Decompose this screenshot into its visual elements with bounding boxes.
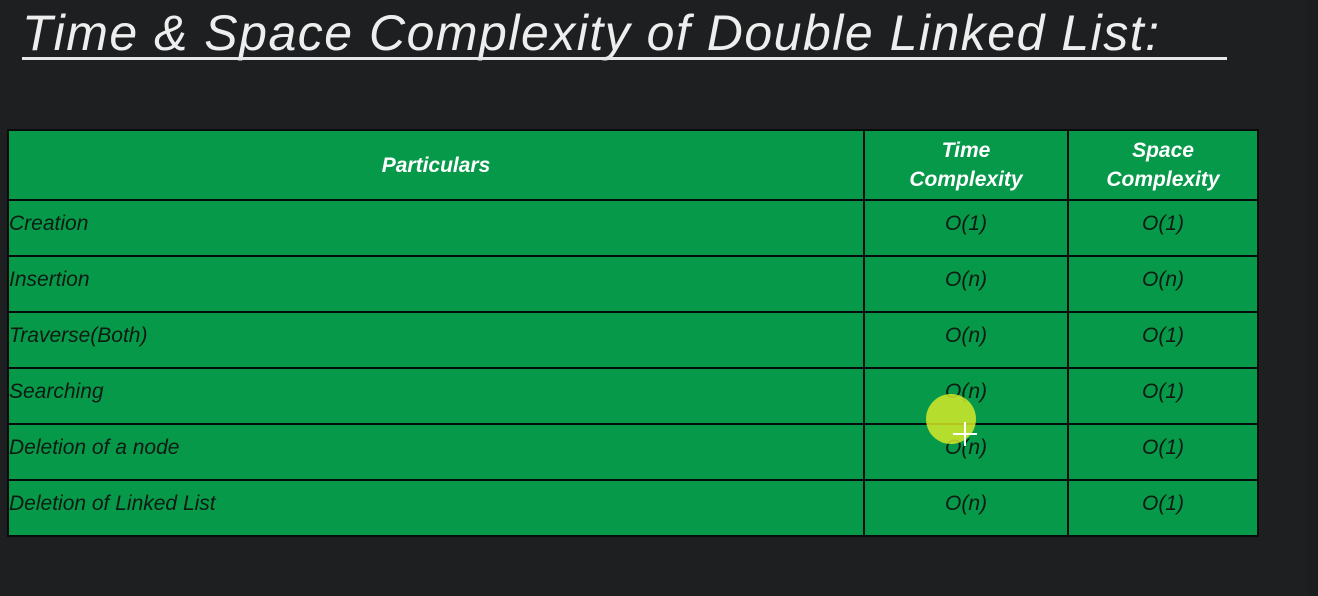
- complexity-table: Particulars Time Complexity Space Comple…: [7, 129, 1259, 537]
- table-row: Deletion of a node O(n) O(1): [7, 423, 1259, 481]
- time-complexity-cell: O(n): [863, 255, 1069, 313]
- column-header-space-complexity: Space Complexity: [1067, 129, 1259, 201]
- title-underline: [22, 57, 1227, 60]
- time-complexity-cell: O(1): [863, 199, 1069, 257]
- particular-cell: Creation: [7, 199, 865, 257]
- time-complexity-cell: O(n): [863, 367, 1069, 425]
- particular-cell: Insertion: [7, 255, 865, 313]
- table-row: Traverse(Both) O(n) O(1): [7, 311, 1259, 369]
- time-complexity-cell: O(n): [863, 311, 1069, 369]
- particular-cell: Deletion of Linked List: [7, 479, 865, 537]
- space-complexity-cell: O(1): [1067, 423, 1259, 481]
- particular-cell: Deletion of a node: [7, 423, 865, 481]
- time-header-line-2: Complexity: [909, 168, 1023, 191]
- space-complexity-cell: O(n): [1067, 255, 1259, 313]
- column-header-time-complexity: Time Complexity: [863, 129, 1069, 201]
- time-header-line-1: Time: [941, 139, 991, 162]
- space-header-line-1: Space: [1132, 139, 1194, 162]
- table-row: Searching O(n) O(1): [7, 367, 1259, 425]
- column-header-particulars-label: Particulars: [381, 153, 491, 177]
- particular-cell: Searching: [7, 367, 865, 425]
- table-row: Insertion O(n) O(n): [7, 255, 1259, 313]
- time-complexity-cell: O(n): [863, 479, 1069, 537]
- table-row: Deletion of Linked List O(n) O(1): [7, 479, 1259, 537]
- space-header-line-2: Complexity: [1106, 168, 1220, 191]
- time-complexity-cell: O(n): [863, 423, 1069, 481]
- table-row: Creation O(1) O(1): [7, 199, 1259, 257]
- space-complexity-cell: O(1): [1067, 367, 1259, 425]
- particular-cell: Traverse(Both): [7, 311, 865, 369]
- column-header-particulars: Particulars: [7, 129, 865, 201]
- space-complexity-cell: O(1): [1067, 311, 1259, 369]
- space-complexity-cell: O(1): [1067, 199, 1259, 257]
- right-edge-strip: [1308, 0, 1318, 596]
- space-complexity-cell: O(1): [1067, 479, 1259, 537]
- table-header-row: Particulars Time Complexity Space Comple…: [7, 129, 1259, 201]
- page-title: Time & Space Complexity of Double Linked…: [22, 5, 1161, 61]
